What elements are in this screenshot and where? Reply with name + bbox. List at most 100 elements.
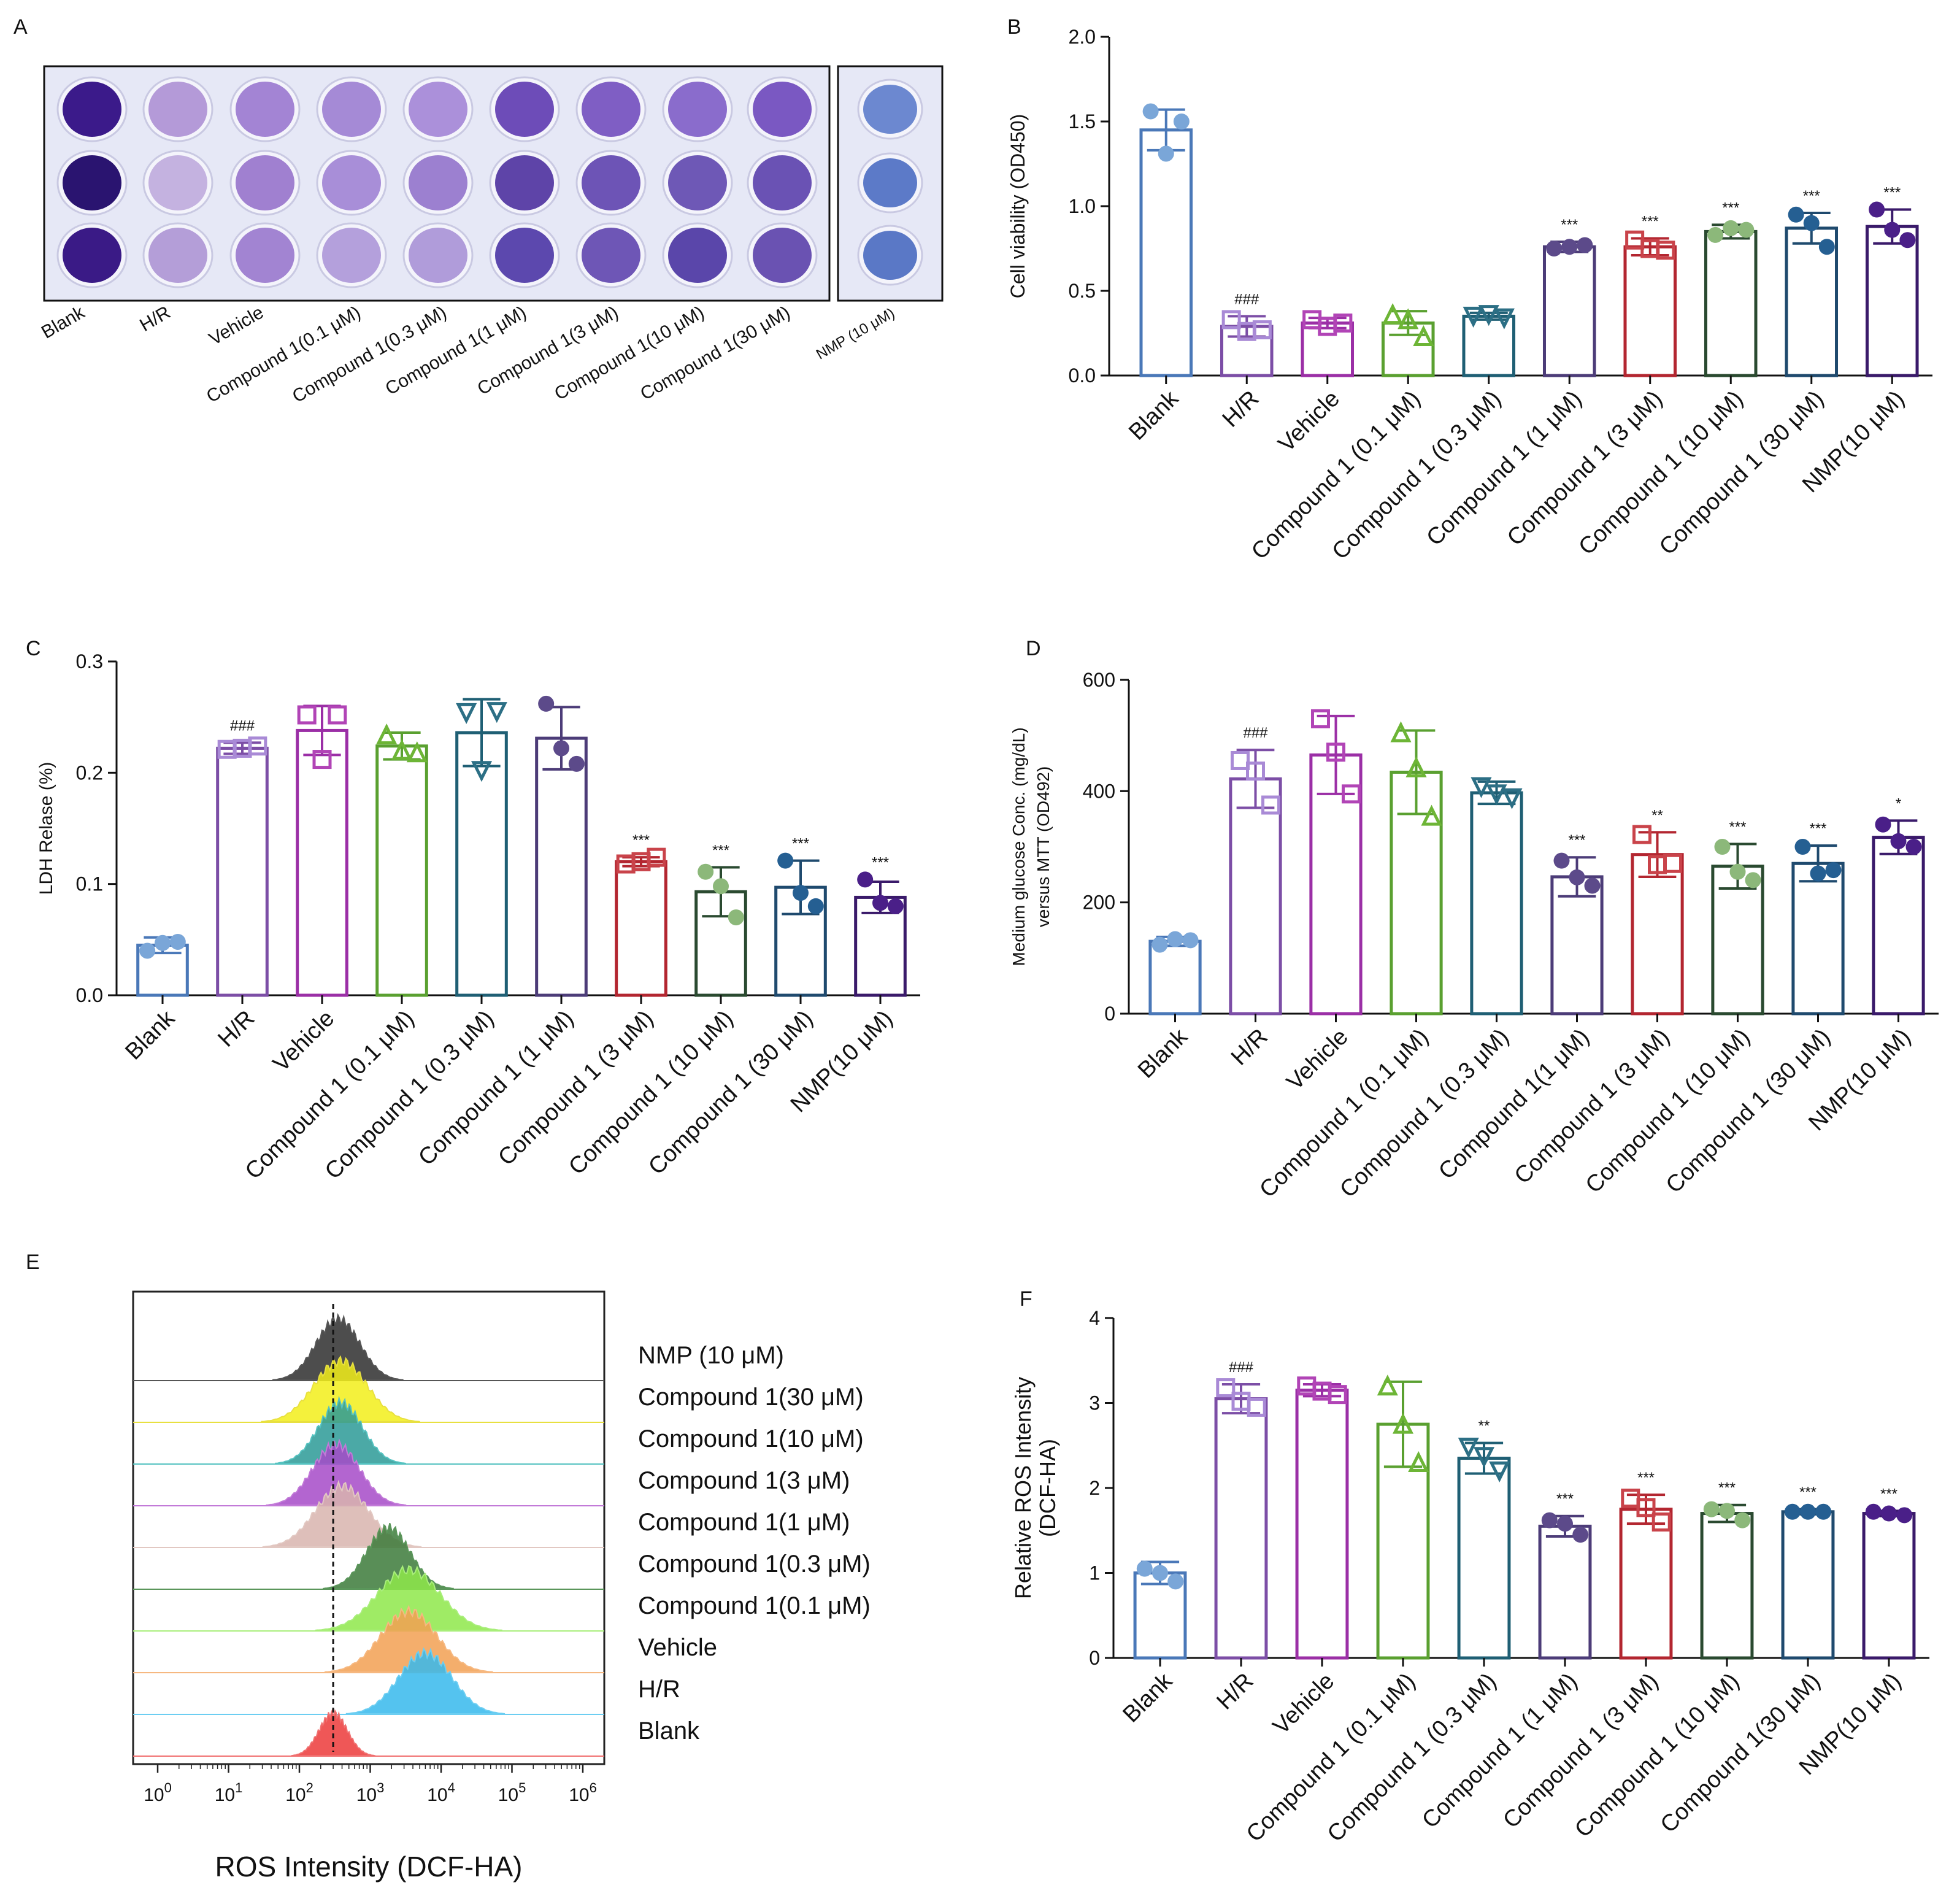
data-point bbox=[538, 695, 555, 712]
data-point bbox=[1640, 239, 1660, 258]
histogram-curve bbox=[261, 1355, 420, 1422]
chart-panel-f: 0 1 2 3 4 Relative ROS Intensity (DCF-HA) Blank… bbox=[1010, 1307, 1929, 1847]
bar bbox=[1295, 1389, 1349, 1660]
histogram-curve bbox=[275, 1395, 406, 1464]
well bbox=[236, 228, 294, 283]
data-point bbox=[1572, 1527, 1589, 1543]
bar bbox=[1139, 128, 1193, 377]
panel-a-label: H/R bbox=[136, 302, 174, 335]
x-tick-label: 101 bbox=[215, 1780, 243, 1805]
data-point bbox=[1392, 1413, 1414, 1434]
data-point bbox=[1136, 1560, 1153, 1577]
data-point bbox=[1815, 1503, 1832, 1520]
data-point bbox=[1142, 103, 1159, 120]
x-tick-label: Blank bbox=[1124, 385, 1184, 445]
x-tick-label: Compound 1 (1 μM) bbox=[1417, 1668, 1582, 1833]
well bbox=[495, 155, 554, 210]
x-tick-label: H/R bbox=[1218, 386, 1264, 433]
well bbox=[495, 228, 554, 283]
y-tick-label: 200 bbox=[1083, 892, 1115, 914]
data-point bbox=[1825, 862, 1842, 879]
x-tick-label: Compound 1(1 μM) bbox=[1434, 1024, 1594, 1185]
data-point bbox=[139, 942, 156, 959]
bar bbox=[1631, 853, 1684, 1016]
data-point bbox=[1553, 852, 1570, 869]
significance-label: ### bbox=[1243, 725, 1268, 741]
bar bbox=[1700, 1512, 1754, 1660]
data-point bbox=[1167, 931, 1183, 947]
x-tick-label: H/R bbox=[1226, 1024, 1273, 1071]
chart-panel-d: 0 200 400 600 Medium glucose Conc. (mg/dL) ve… bbox=[1009, 669, 1939, 1203]
data-point bbox=[1152, 936, 1168, 953]
data-point bbox=[1714, 839, 1731, 855]
legend-entry: Compound 1(0.3 μM) bbox=[638, 1551, 871, 1578]
well bbox=[582, 228, 640, 283]
x-tick-label: Compound 1 (10 μM) bbox=[1581, 1024, 1755, 1198]
data-point bbox=[328, 705, 347, 725]
data-point bbox=[1818, 239, 1835, 255]
panel-letter-a: A bbox=[13, 15, 28, 39]
well bbox=[753, 228, 812, 283]
data-point bbox=[1493, 308, 1515, 330]
data-point bbox=[698, 863, 714, 880]
data-point bbox=[1377, 1374, 1398, 1396]
well bbox=[668, 228, 727, 283]
legend-entry: Blank bbox=[638, 1717, 700, 1744]
x-tick-label: Vehicle bbox=[1268, 1668, 1339, 1740]
significance-label: *** bbox=[1803, 188, 1820, 204]
data-point bbox=[1473, 1447, 1495, 1468]
data-point bbox=[1738, 222, 1755, 238]
histogram-curve bbox=[325, 1605, 493, 1673]
data-point bbox=[1382, 303, 1404, 325]
data-point bbox=[713, 878, 729, 895]
well bbox=[668, 155, 727, 210]
significance-label: *** bbox=[632, 832, 650, 849]
x-tick-base: 10 bbox=[498, 1785, 518, 1805]
panel-letter-c: C bbox=[26, 637, 41, 660]
data-point bbox=[1890, 833, 1907, 849]
chart-panel-e: NMP (10 μM) Compound 1(30 μM) Compound 1(1… bbox=[132, 1290, 871, 1883]
data-point bbox=[807, 898, 824, 914]
legend-entry: NMP (10 μM) bbox=[638, 1342, 784, 1369]
bar bbox=[1865, 225, 1919, 377]
x-tick-base: 10 bbox=[427, 1785, 447, 1805]
data-point bbox=[1905, 839, 1922, 855]
data-point bbox=[1158, 145, 1174, 162]
data-point bbox=[233, 738, 252, 758]
y-axis-label-line2: (DCF-HA) bbox=[1035, 1439, 1060, 1537]
x-tick-label: Compound 1 (3 μM) bbox=[1498, 1668, 1663, 1833]
data-point bbox=[1884, 222, 1901, 238]
data-point bbox=[1312, 1381, 1332, 1401]
data-point bbox=[1719, 1503, 1735, 1519]
x-tick-label: 106 bbox=[569, 1780, 597, 1805]
well bbox=[753, 82, 812, 137]
data-point bbox=[1231, 1392, 1251, 1411]
data-point bbox=[1489, 1461, 1510, 1482]
y-axis-label-line2: versus MTT (OD492) bbox=[1034, 766, 1053, 927]
data-point bbox=[1458, 1438, 1479, 1459]
x-tick-exponent: 3 bbox=[377, 1780, 384, 1795]
data-point bbox=[568, 755, 585, 772]
x-tick-label: Compound 1 (30 μM) bbox=[1661, 1024, 1836, 1198]
significance-label: ** bbox=[1651, 807, 1663, 823]
panel-letter-e: E bbox=[26, 1251, 40, 1274]
significance-label: *** bbox=[1568, 832, 1585, 849]
significance-label: *** bbox=[712, 842, 729, 858]
well bbox=[668, 82, 727, 137]
bar bbox=[1623, 245, 1677, 377]
well bbox=[322, 228, 381, 283]
data-point bbox=[1636, 1498, 1656, 1517]
well bbox=[409, 155, 467, 210]
legend-entry: Compound 1(30 μM) bbox=[638, 1384, 864, 1411]
data-point bbox=[728, 909, 744, 926]
data-point bbox=[1875, 816, 1891, 833]
data-point bbox=[486, 702, 507, 723]
bar bbox=[1791, 861, 1845, 1016]
data-point bbox=[1577, 237, 1593, 253]
chart-panel-b: 0.0 0.5 1.0 1.5 2.0 Cell viability (OD450) Bla… bbox=[1007, 26, 1932, 565]
legend-entry: H/R bbox=[638, 1676, 680, 1703]
data-point bbox=[1152, 1565, 1168, 1581]
data-point bbox=[1794, 839, 1811, 855]
well bbox=[148, 155, 207, 210]
x-tick-label: 104 bbox=[427, 1780, 455, 1805]
